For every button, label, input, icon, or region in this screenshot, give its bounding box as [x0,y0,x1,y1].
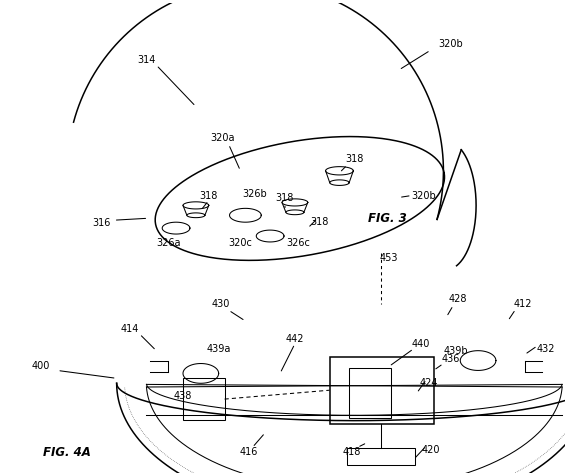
Text: 439b: 439b [444,346,469,356]
Text: 320b: 320b [438,40,463,50]
Text: 436: 436 [441,354,460,364]
Text: FIG. 4A: FIG. 4A [43,446,91,459]
Text: 320c: 320c [228,238,252,248]
Text: 424: 424 [419,378,438,388]
Text: 439a: 439a [206,344,231,354]
Text: FIG. 3: FIG. 3 [367,212,406,225]
Text: 320a: 320a [210,133,235,143]
Text: 318: 318 [311,217,329,227]
Text: 320b: 320b [411,190,436,200]
Text: 428: 428 [449,294,467,304]
Text: 412: 412 [513,299,532,309]
Text: 326a: 326a [156,238,181,248]
Text: 430: 430 [211,299,230,309]
Text: 440: 440 [411,339,430,349]
Bar [183,378,224,420]
Text: 314: 314 [137,55,156,65]
Text: 318: 318 [345,154,364,164]
Text: 453: 453 [380,253,398,263]
Text: 414: 414 [120,324,139,334]
Bar [349,368,391,418]
Text: 442: 442 [286,334,304,344]
Text: 400: 400 [31,361,49,371]
Bar [329,357,433,424]
Text: 326b: 326b [242,188,266,198]
Text: 416: 416 [239,447,257,457]
Bar [348,447,415,466]
Text: 326c: 326c [286,238,310,248]
Text: 420: 420 [421,446,440,456]
Text: 438: 438 [174,391,192,401]
Text: 318: 318 [276,193,294,203]
Text: 316: 316 [93,218,111,228]
Text: 432: 432 [536,344,555,354]
Text: 418: 418 [342,447,361,457]
Text: 318: 318 [199,190,218,200]
